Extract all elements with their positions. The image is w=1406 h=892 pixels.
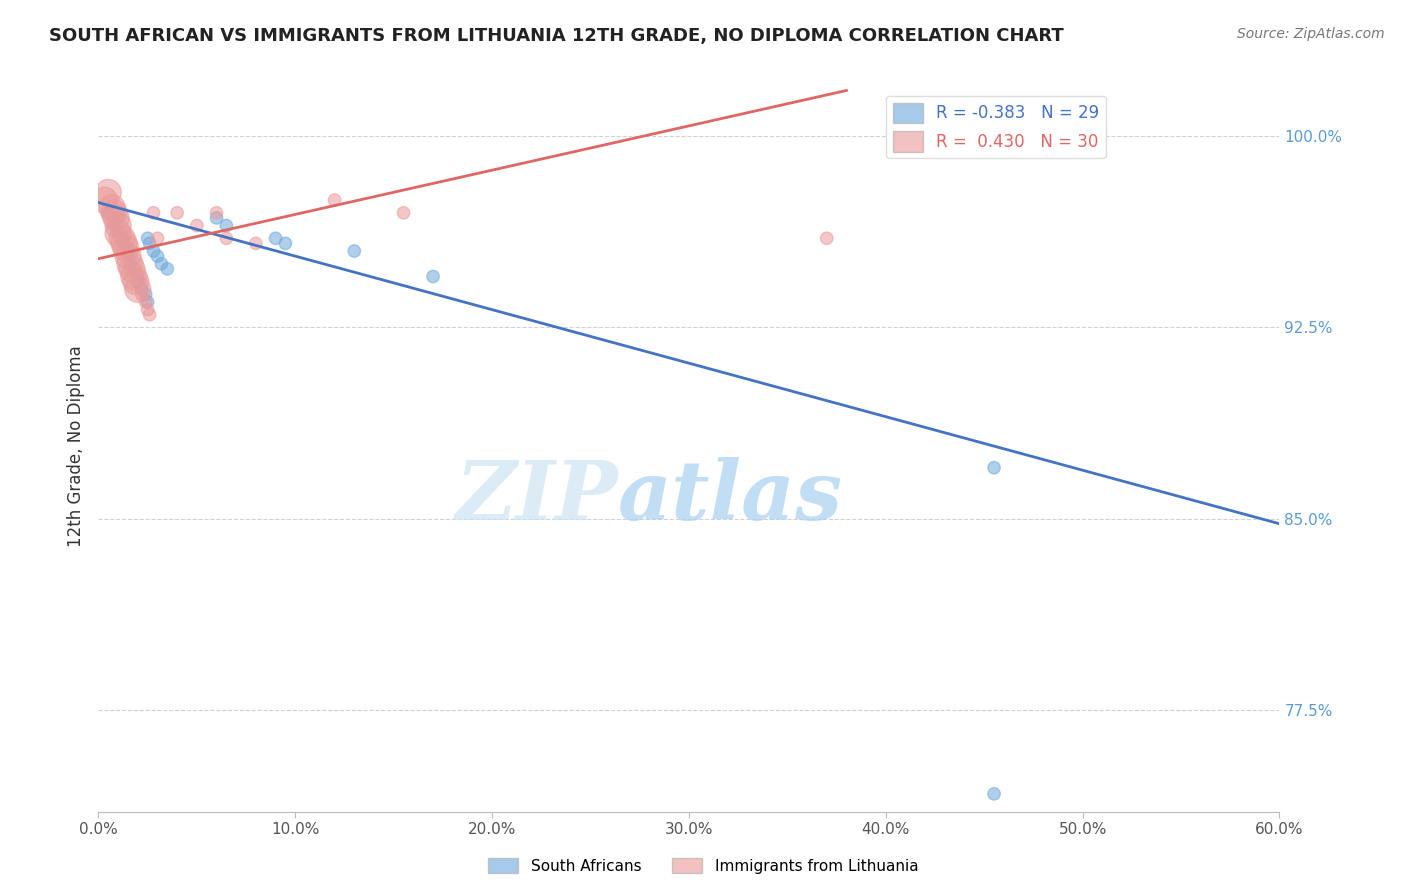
Point (127, 269, 149, 284)
Point (103, 206, 125, 220)
Text: atlas: atlas (619, 458, 844, 537)
Point (107, 211, 129, 225)
Point (127, 275, 149, 289)
Y-axis label: 12th Grade, No Diploma: 12th Grade, No Diploma (66, 345, 84, 547)
Text: ZIP: ZIP (456, 458, 619, 537)
Point (101, 201, 124, 215)
Point (127, 282, 149, 296)
Point (392, 206, 415, 220)
Point (142, 206, 165, 220)
Point (122, 261, 145, 276)
Point (105, 211, 128, 225)
Point (107, 226, 129, 240)
Point (983, 787, 1005, 801)
Point (107, 226, 129, 240)
Point (122, 269, 145, 284)
Point (186, 219, 208, 233)
Point (323, 193, 346, 207)
Point (166, 206, 188, 220)
Point (983, 460, 1005, 475)
Point (115, 242, 138, 256)
Point (117, 249, 139, 263)
Point (136, 295, 159, 310)
Point (93, 193, 115, 207)
Point (97, 206, 120, 220)
Point (136, 231, 159, 245)
Point (135, 295, 157, 310)
Point (274, 236, 297, 251)
Point (112, 236, 135, 251)
Point (118, 257, 141, 271)
Point (131, 282, 153, 296)
Point (146, 231, 169, 245)
Point (142, 244, 165, 258)
Point (125, 275, 148, 289)
Point (97, 186, 120, 200)
Point (264, 231, 287, 245)
Point (121, 261, 143, 276)
Point (138, 308, 160, 322)
Point (150, 257, 173, 271)
Point (422, 269, 444, 284)
Point (107, 219, 129, 233)
Point (215, 219, 238, 233)
Text: Source: ZipAtlas.com: Source: ZipAtlas.com (1237, 27, 1385, 41)
Point (136, 302, 159, 317)
Point (131, 287, 153, 301)
Point (245, 236, 267, 251)
Point (343, 244, 366, 258)
Text: SOUTH AFRICAN VS IMMIGRANTS FROM LITHUANIA 12TH GRADE, NO DIPLOMA CORRELATION CH: SOUTH AFRICAN VS IMMIGRANTS FROM LITHUAN… (49, 27, 1064, 45)
Legend: South Africans, Immigrants from Lithuania: South Africans, Immigrants from Lithuani… (482, 852, 924, 880)
Legend: R = -0.383   N = 29, R =  0.430   N = 30: R = -0.383 N = 29, R = 0.430 N = 30 (886, 96, 1105, 158)
Point (205, 211, 228, 225)
Point (111, 231, 134, 245)
Point (815, 231, 838, 245)
Point (135, 287, 157, 301)
Point (103, 219, 125, 233)
Point (111, 231, 134, 245)
Point (117, 244, 139, 258)
Point (117, 249, 139, 263)
Point (215, 231, 238, 245)
Point (138, 236, 160, 251)
Point (146, 249, 169, 263)
Point (156, 261, 179, 276)
Point (112, 236, 135, 251)
Point (118, 257, 141, 271)
Point (205, 206, 228, 220)
